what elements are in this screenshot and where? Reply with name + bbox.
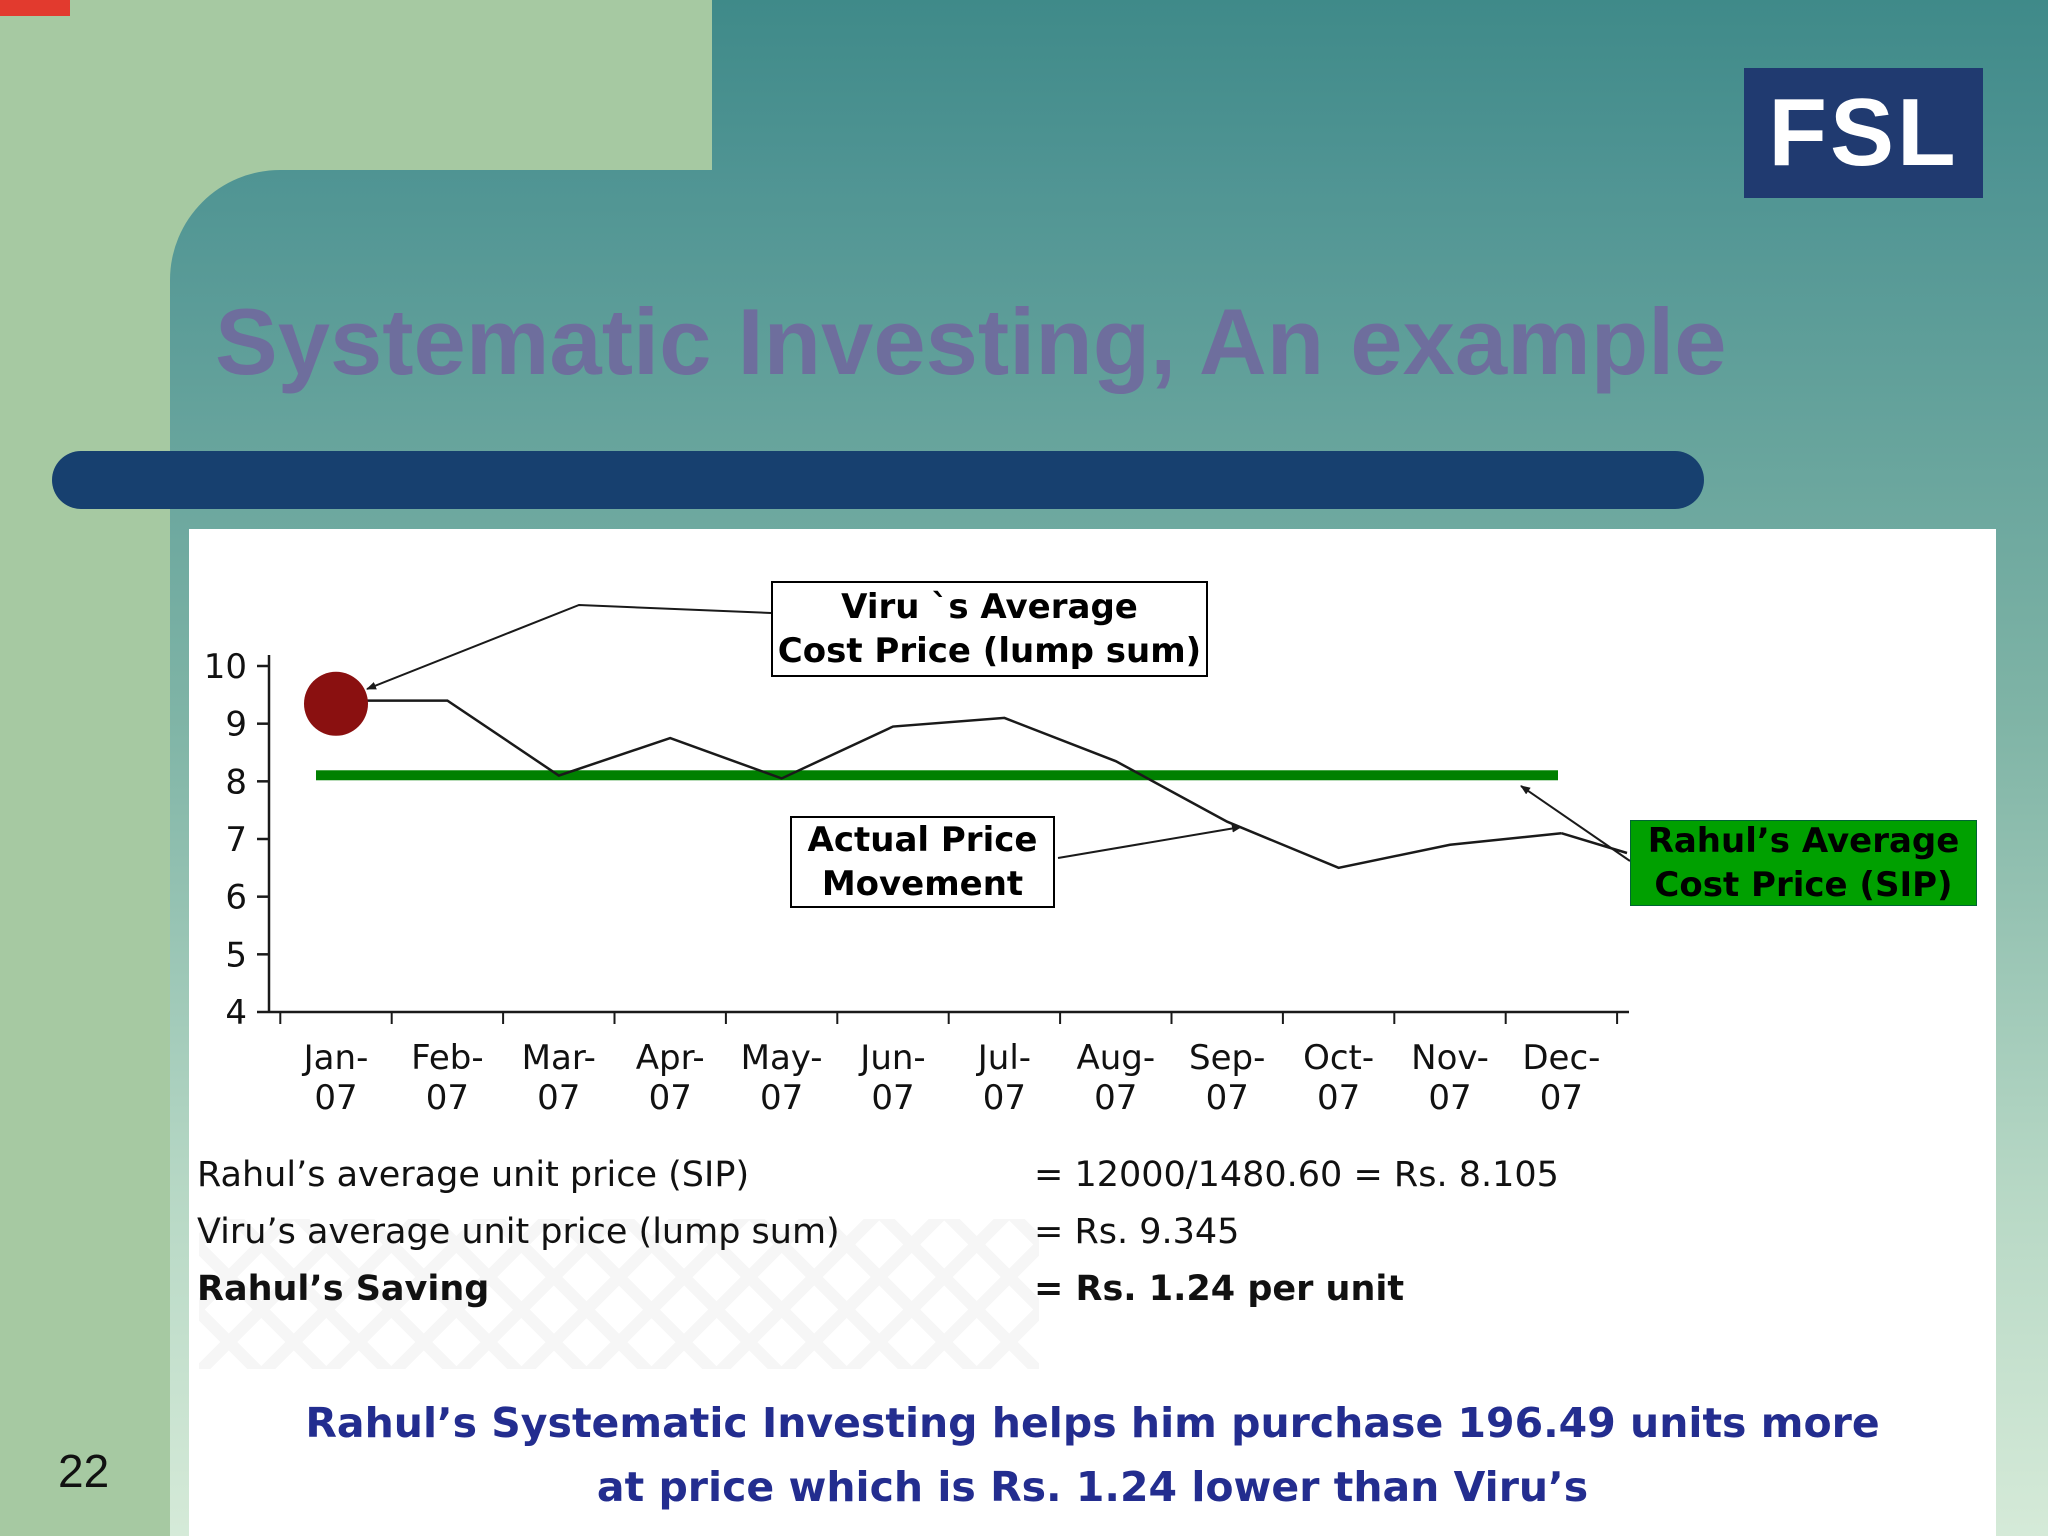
calc-value: = 12000/1480.60 = Rs. 8.105: [1034, 1155, 1559, 1195]
fsl-logo: FSL: [1744, 68, 1983, 198]
actual-price-line: [336, 699, 1562, 870]
y-tick-label: 6: [225, 878, 247, 918]
page-number: 22: [58, 1445, 110, 1497]
chart-canvas: 45678910Jan-07Feb-07Mar-07Apr-07May-07Ju…: [204, 603, 1631, 1118]
y-tick-label: 10: [204, 647, 247, 687]
calc-label: Viru’s average unit price (lump sum): [197, 1212, 840, 1252]
y-tick-label: 9: [225, 705, 247, 745]
viru-label-line1: Viru `s Average: [841, 587, 1138, 627]
calc-value: = Rs. 1.24 per unit: [1034, 1269, 1405, 1309]
x-label-year: 07: [1206, 1078, 1249, 1118]
calc-label: Rahul’s average unit price (SIP): [197, 1155, 750, 1195]
y-tick-label: 4: [225, 993, 247, 1033]
rahul-label-line1: Rahul’s Average: [1647, 821, 1960, 861]
x-label-month: Jul-: [976, 1038, 1031, 1078]
x-label-month: Nov-: [1411, 1038, 1489, 1078]
x-label-month: Aug-: [1076, 1038, 1155, 1078]
title-underline-bar: [52, 451, 1704, 509]
x-label-year: 07: [1428, 1078, 1471, 1118]
viru-arrow: [366, 603, 772, 690]
x-label-year: 07: [314, 1078, 357, 1118]
x-label-month: Sep-: [1189, 1038, 1265, 1078]
calculation-rows: Rahul’s average unit price (SIP) = 12000…: [189, 1147, 1996, 1318]
x-label-year: 07: [760, 1078, 803, 1118]
x-label-year: 07: [1317, 1078, 1360, 1118]
x-label-year: 07: [426, 1078, 469, 1118]
conclusion-line2: at price which is Rs. 1.24 lower than Vi…: [596, 1463, 1589, 1511]
content-panel: 4 5 6 7 8 9 10 Jan- 07 Feb- 07 Mar- 07 Apr- 07 May- 07 Ju…: [189, 529, 1996, 1536]
calc-row-viru-avg: Viru’s average unit price (lump sum) = R…: [189, 1204, 1996, 1261]
actual-label-line2: Movement: [821, 864, 1024, 904]
slide-title: Systematic Investing, An example: [215, 289, 1727, 394]
x-label-year: 07: [649, 1078, 692, 1118]
y-tick-label: 5: [225, 935, 247, 975]
rahul-label-box: Rahul’s Average Cost Price (SIP): [1630, 820, 1977, 906]
x-label-month: Feb-: [411, 1038, 483, 1078]
rahul-arrow: [1520, 785, 1631, 862]
viru-label-line2: Cost Price (lump sum): [777, 631, 1202, 671]
x-label-month: May-: [741, 1038, 823, 1078]
x-label-year: 07: [537, 1078, 580, 1118]
x-label-year: 07: [1094, 1078, 1137, 1118]
calc-row-rahul-saving: Rahul’s Saving = Rs. 1.24 per unit: [189, 1261, 1996, 1318]
viru-label-box: Viru `s Average Cost Price (lump sum): [771, 581, 1208, 677]
x-label-year: 07: [871, 1078, 914, 1118]
calc-value: = Rs. 9.345: [1034, 1212, 1240, 1252]
x-label-month: Dec-: [1522, 1038, 1600, 1078]
x-label-month: Apr-: [636, 1038, 705, 1078]
x-label-month: Mar-: [522, 1038, 596, 1078]
calc-row-rahul-avg: Rahul’s average unit price (SIP) = 12000…: [189, 1147, 1996, 1204]
calc-label: Rahul’s Saving: [197, 1269, 490, 1309]
conclusion-text: Rahul’s Systematic Investing helps him p…: [189, 1391, 1996, 1519]
price-chart: 4 5 6 7 8 9 10 Jan- 07 Feb- 07 Mar- 07 Apr- 07 May- 07 Ju…: [189, 529, 1996, 1149]
viru-cost-dot: [304, 671, 368, 736]
actual-label-line1: Actual Price: [807, 820, 1038, 860]
diamond-watermark: [199, 1219, 1039, 1369]
actual-price-label-box: Actual Price Movement: [790, 816, 1055, 908]
x-label-year: 07: [1540, 1078, 1583, 1118]
price-line-tail: [1561, 832, 1628, 855]
sip-average-line: [316, 770, 1558, 781]
x-label-month: Jan-: [302, 1038, 369, 1078]
y-tick-label: 8: [225, 762, 247, 802]
y-tick-label: 7: [225, 820, 247, 860]
x-label-month: Jun-: [858, 1038, 925, 1078]
rahul-label-line2: Cost Price (SIP): [1654, 865, 1953, 905]
x-label-year: 07: [983, 1078, 1026, 1118]
actual-price-arrow: [1057, 824, 1242, 859]
corner-accent: [0, 0, 70, 16]
conclusion-line1: Rahul’s Systematic Investing helps him p…: [305, 1399, 1880, 1447]
x-label-month: Oct-: [1303, 1038, 1374, 1078]
